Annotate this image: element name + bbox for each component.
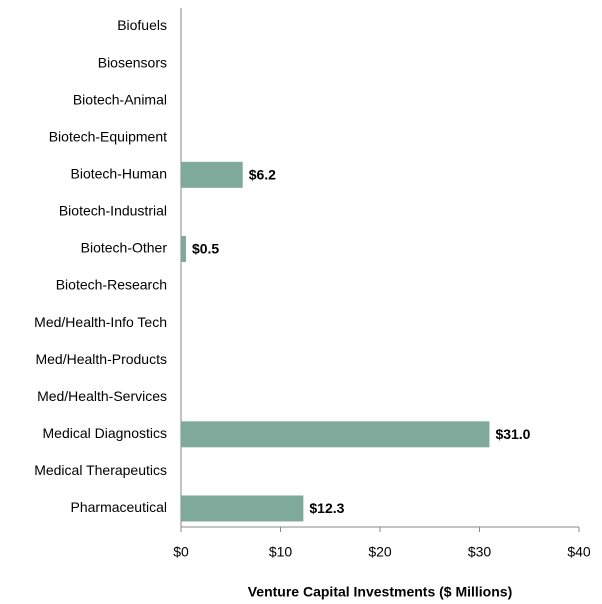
y-tick-label: Medical Diagnostics <box>43 425 168 441</box>
y-tick-label: Med/Health-Products <box>35 351 167 367</box>
value-label: $31.0 <box>495 426 530 442</box>
y-tick-label: Pharmaceutical <box>71 499 168 515</box>
y-tick-label: Med/Health-Info Tech <box>34 314 167 330</box>
x-tick-label: $20 <box>368 544 392 560</box>
y-tick-label: Med/Health-Services <box>37 388 167 404</box>
y-tick-label: Biofuels <box>117 17 167 33</box>
x-tick-label: $40 <box>567 544 591 560</box>
bar <box>181 421 490 448</box>
y-tick-label: Biotech-Other <box>81 240 168 256</box>
y-tick-label: Biotech-Equipment <box>49 128 167 144</box>
value-label: $12.3 <box>309 500 344 516</box>
bar <box>181 495 304 522</box>
y-tick-label: Biotech-Research <box>56 277 167 293</box>
value-label: $0.5 <box>192 241 219 257</box>
y-tick-label: Medical Therapeutics <box>34 462 167 478</box>
bar <box>181 235 186 262</box>
value-label: $6.2 <box>249 167 276 183</box>
x-tick-label: $10 <box>269 544 293 560</box>
x-tick-label: $0 <box>173 544 189 560</box>
y-tick-label: Biotech-Industrial <box>59 203 167 219</box>
y-tick-label: Biotech-Human <box>71 166 168 182</box>
x-axis-title: Venture Capital Investments ($ Millions) <box>248 584 513 600</box>
y-tick-label: Biotech-Animal <box>73 91 167 107</box>
x-tick-label: $30 <box>468 544 492 560</box>
y-tick-label: Biosensors <box>98 54 167 70</box>
bar <box>181 161 243 188</box>
